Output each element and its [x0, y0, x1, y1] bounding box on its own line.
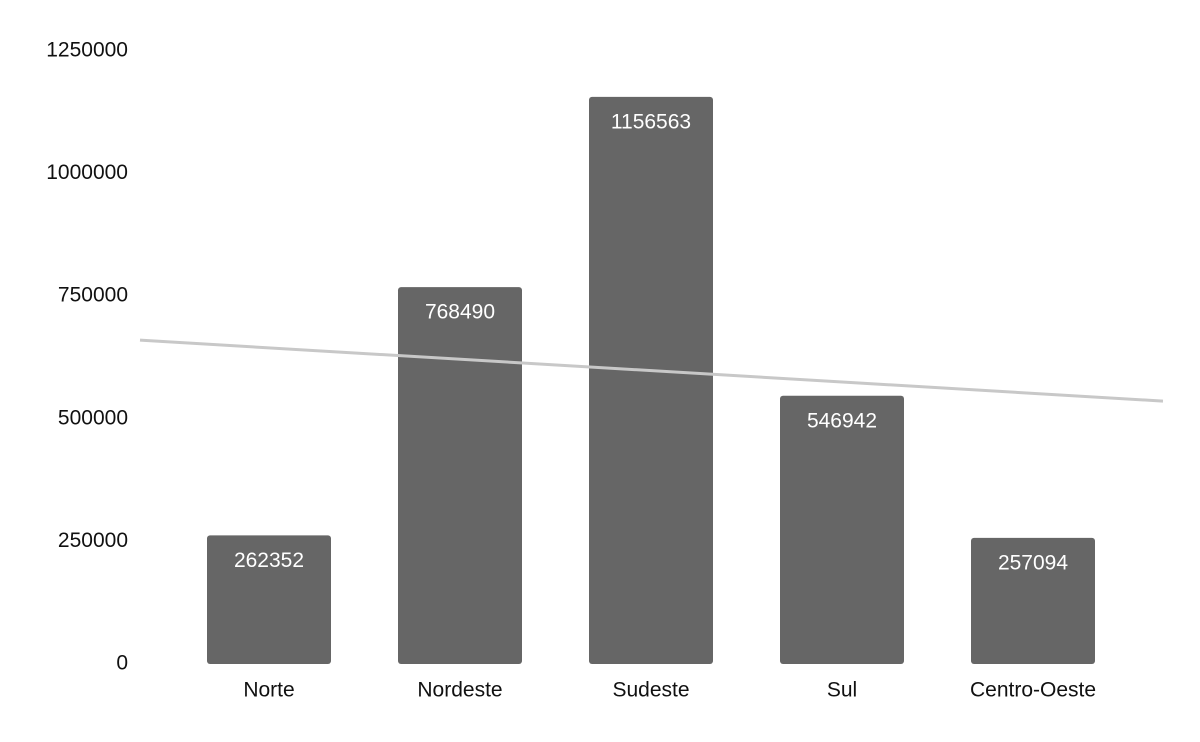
- trendline: [139, 338, 1164, 403]
- y-tick-label: 500000: [58, 406, 128, 429]
- data-label: 1156563: [611, 110, 691, 133]
- x-tick-label: Norte: [243, 679, 294, 702]
- y-tick-label: 0: [116, 652, 128, 675]
- y-tick-label: 250000: [58, 529, 128, 552]
- x-tick-label: Sudeste: [612, 679, 689, 702]
- data-label: 768490: [425, 301, 495, 324]
- x-tick-label: Nordeste: [417, 679, 502, 702]
- bar: [589, 96, 713, 664]
- x-tick-label: Sul: [827, 679, 857, 702]
- bar: [971, 537, 1095, 664]
- data-label: 257094: [998, 551, 1068, 574]
- y-tick-label: 750000: [58, 284, 128, 307]
- y-tick-label: 1250000: [46, 39, 128, 62]
- bar: [398, 287, 522, 664]
- data-label: 262352: [234, 549, 304, 572]
- data-label: 546942: [807, 409, 877, 432]
- bar: [207, 535, 331, 664]
- bar: [780, 395, 904, 664]
- x-tick-label: Centro-Oeste: [970, 679, 1096, 702]
- y-tick-label: 1000000: [46, 161, 128, 184]
